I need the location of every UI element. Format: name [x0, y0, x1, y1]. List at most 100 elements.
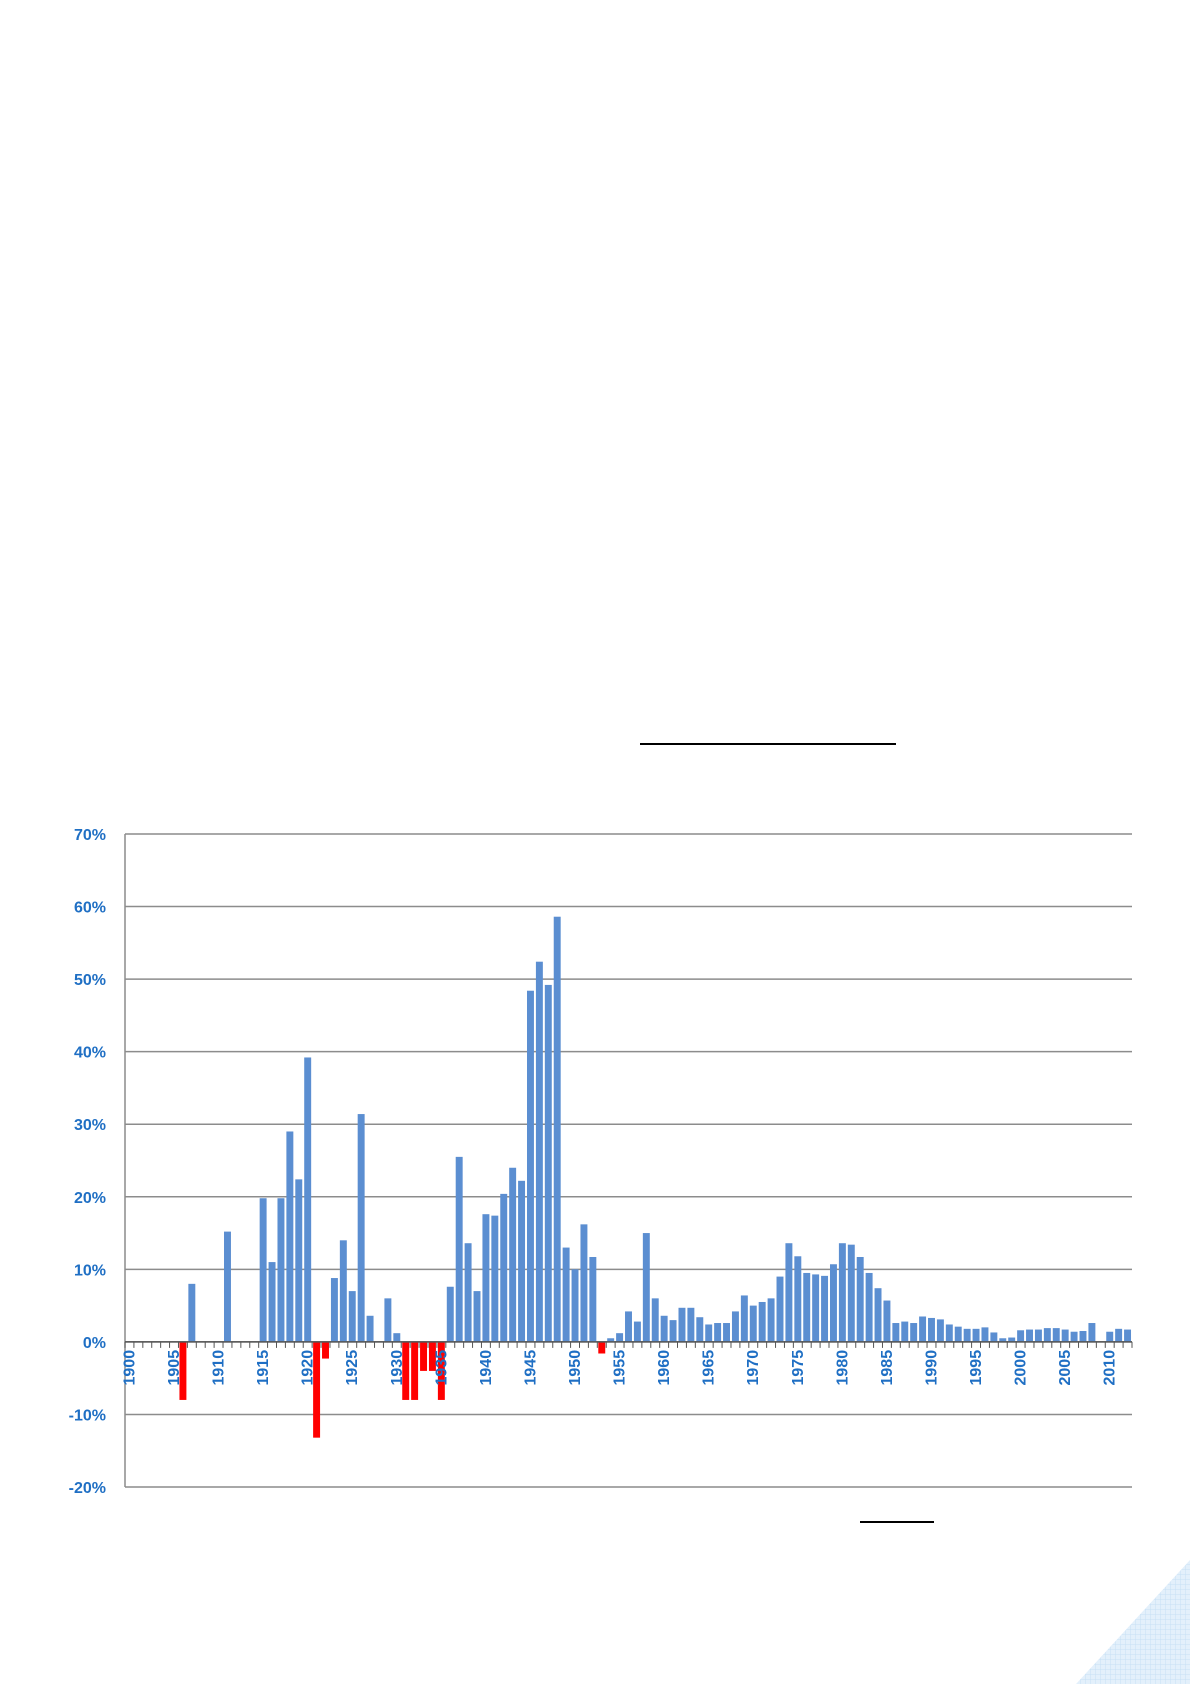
bar-1969: [740, 1295, 748, 1342]
bar-1967: [723, 1323, 731, 1342]
bar-1956: [625, 1311, 632, 1342]
bar-2001: [1026, 1329, 1033, 1342]
bar-1968: [731, 1311, 739, 1342]
bar-1988: [910, 1323, 918, 1342]
x-tick-label: 1990: [923, 1350, 940, 1386]
bar-2008: [1088, 1323, 1096, 1342]
bar-1911: [224, 1231, 231, 1342]
gridlines: [125, 833, 1132, 1488]
bar-1916: [268, 1262, 276, 1342]
bar-1985: [883, 1300, 891, 1342]
bars: [179, 916, 1132, 1438]
bar-1989: [919, 1316, 927, 1342]
bar-1921: [313, 1341, 321, 1438]
y-tick-label: 60%: [74, 900, 106, 917]
bar-1998: [999, 1338, 1007, 1342]
bar-2004: [1052, 1328, 1060, 1342]
bar-1917: [277, 1198, 285, 1342]
y-tick-label: 0%: [83, 1335, 106, 1352]
x-tick-label: 1925: [344, 1350, 361, 1386]
bar-1999: [1008, 1337, 1016, 1342]
bar-1919: [295, 1179, 303, 1342]
x-tick-label: 1905: [166, 1350, 183, 1386]
bar-1949: [562, 1247, 570, 1342]
bar-1945: [526, 990, 534, 1342]
bar-1983: [865, 1272, 873, 1342]
bar-1972: [767, 1298, 775, 1342]
source-underline-rule: [860, 1521, 934, 1523]
bar-1940: [482, 1214, 490, 1342]
x-tick-label: 1970: [745, 1350, 762, 1386]
y-tick-label: 50%: [74, 972, 106, 989]
bar-1959: [651, 1298, 659, 1342]
bar-1977: [812, 1274, 820, 1342]
bar-2003: [1043, 1328, 1051, 1342]
bar-1991: [936, 1319, 944, 1342]
bar-1946: [535, 961, 543, 1342]
bar-1954: [607, 1338, 615, 1342]
bar-1986: [892, 1323, 900, 1342]
bar-1930: [393, 1333, 401, 1342]
y-tick-label: 10%: [74, 1262, 106, 1279]
bar-1973: [776, 1276, 784, 1342]
bar-1990: [928, 1317, 935, 1342]
bar-1970: [749, 1305, 757, 1342]
bar-1957: [633, 1321, 641, 1342]
bar-1922: [322, 1341, 329, 1359]
bar-1982: [856, 1256, 864, 1342]
x-tick-label: 2010: [1102, 1350, 1119, 1386]
bar-1984: [874, 1288, 882, 1342]
x-tick-label: 1975: [790, 1350, 807, 1386]
corner-triangle-decoration: [1076, 1560, 1190, 1684]
bar-1938: [464, 1243, 472, 1342]
bar-2002: [1034, 1329, 1042, 1342]
bar-1953: [598, 1341, 606, 1354]
bar-1974: [785, 1243, 793, 1342]
bar-1962: [678, 1307, 686, 1342]
bar-2000: [1017, 1330, 1025, 1342]
x-tick-label: 1930: [389, 1350, 406, 1386]
bar-1906: [179, 1341, 187, 1400]
x-tick-label: 2005: [1057, 1350, 1074, 1386]
bar-1996: [981, 1327, 989, 1342]
y-axis-tick-labels: 70% 60% 50% 40% 30% 20% 10% 0% -10% -20%: [69, 827, 106, 1497]
bar-1979: [829, 1264, 837, 1342]
title-underline-rule: [640, 743, 896, 745]
x-tick-label: 1960: [656, 1350, 673, 1386]
bar-1951: [580, 1224, 588, 1342]
bar-1931: [402, 1341, 410, 1400]
bar-1923: [330, 1278, 338, 1342]
bar-2006: [1070, 1331, 1078, 1342]
bar-1927: [366, 1315, 374, 1342]
bar-1971: [758, 1301, 766, 1342]
x-tick-label: 1985: [879, 1350, 896, 1386]
bar-1941: [491, 1215, 499, 1342]
bar-1933: [420, 1341, 428, 1371]
x-tick-label: 1915: [255, 1350, 272, 1386]
x-tick-label: 1945: [522, 1350, 539, 1386]
bar-1934: [428, 1341, 436, 1371]
y-tick-label: 40%: [74, 1045, 106, 1062]
bar-2012: [1124, 1329, 1132, 1342]
x-tick-label: 1920: [300, 1350, 317, 1386]
bar-1939: [473, 1291, 481, 1342]
bar-1942: [500, 1193, 508, 1342]
bar-1994: [963, 1328, 971, 1342]
bar-2007: [1079, 1331, 1087, 1342]
x-tick-label: 1900: [121, 1350, 138, 1386]
y-tick-label: 30%: [74, 1117, 106, 1134]
bar-1920: [304, 1057, 312, 1342]
x-tick-label: 1950: [567, 1350, 584, 1386]
bar-1958: [642, 1233, 650, 1342]
bar-1925: [348, 1291, 356, 1342]
bar-1975: [794, 1256, 802, 1342]
x-tick-label: 1995: [968, 1350, 985, 1386]
bar-1960: [660, 1315, 668, 1342]
bar-1926: [357, 1114, 365, 1342]
bar-1955: [616, 1333, 624, 1342]
x-tick-label: 1910: [211, 1350, 228, 1386]
bar-1915: [259, 1198, 267, 1342]
bar-1935: [437, 1341, 445, 1400]
bar-1918: [286, 1131, 294, 1342]
